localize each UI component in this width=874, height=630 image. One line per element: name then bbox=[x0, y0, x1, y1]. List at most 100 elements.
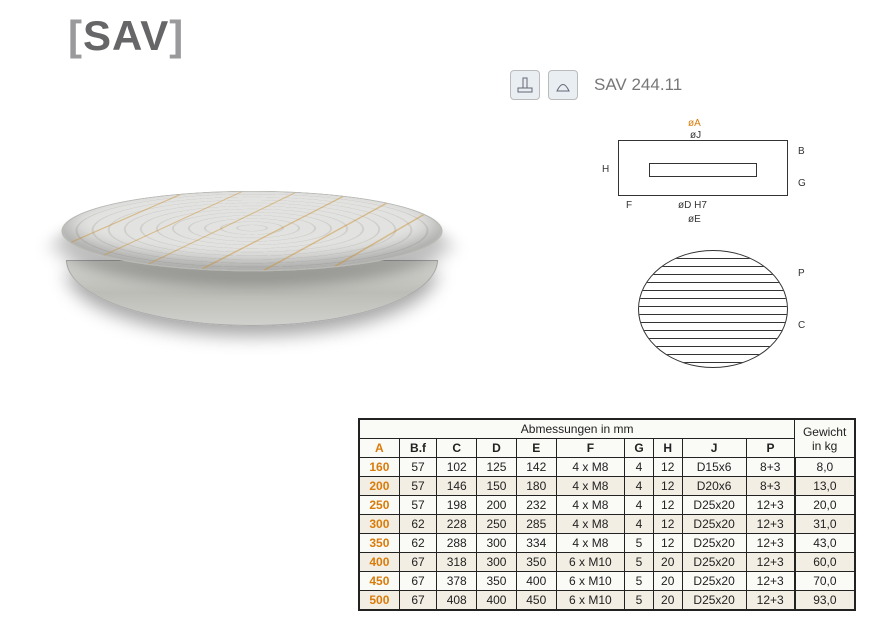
table-cell: 146 bbox=[437, 477, 477, 496]
table-cell: 400 bbox=[360, 553, 400, 572]
brand-text: SAV bbox=[83, 12, 169, 59]
table-cell: D20x6 bbox=[682, 477, 746, 496]
table-cell: 6 x M10 bbox=[556, 591, 625, 610]
table-cell: 180 bbox=[516, 477, 556, 496]
table-cell: 67 bbox=[399, 553, 437, 572]
table-cell: 4 x M8 bbox=[556, 534, 625, 553]
table-cell: 285 bbox=[516, 515, 556, 534]
table-cell: 12+3 bbox=[746, 591, 795, 610]
th-h: H bbox=[653, 439, 682, 458]
table-cell: D25x20 bbox=[682, 496, 746, 515]
bracket-close: ] bbox=[169, 12, 184, 59]
table-cell: 12+3 bbox=[746, 572, 795, 591]
table-cell: 125 bbox=[477, 458, 517, 477]
table-cell: D25x20 bbox=[682, 553, 746, 572]
table-cell: 4 bbox=[625, 515, 654, 534]
diagram-label-c: C bbox=[798, 320, 805, 331]
table-cell: 4 bbox=[625, 477, 654, 496]
table-cell: 300 bbox=[477, 553, 517, 572]
table-cell: 288 bbox=[437, 534, 477, 553]
diagram-label-h: H bbox=[602, 164, 609, 175]
th-g: G bbox=[625, 439, 654, 458]
table-cell: 12 bbox=[653, 515, 682, 534]
table-cell: 12 bbox=[653, 496, 682, 515]
table-cell: D25x20 bbox=[682, 534, 746, 553]
th-j: J bbox=[682, 439, 746, 458]
diagram-top-view bbox=[638, 250, 788, 368]
table-cell: 57 bbox=[399, 477, 437, 496]
diagram-label-od: øD H7 bbox=[678, 200, 707, 211]
spec-table: Abmessungen in mm Gewicht in kg AB.fCDEF… bbox=[359, 419, 855, 610]
table-cell: 6 x M10 bbox=[556, 553, 625, 572]
table-cell: 318 bbox=[437, 553, 477, 572]
table-cell: 400 bbox=[477, 591, 517, 610]
diagram-label-f: F bbox=[626, 200, 632, 211]
table-cell: 4 x M8 bbox=[556, 458, 625, 477]
table-cell: 20 bbox=[653, 553, 682, 572]
th-a: A bbox=[360, 439, 400, 458]
th-b.f: B.f bbox=[399, 439, 437, 458]
diagram-label-p: P bbox=[798, 268, 805, 279]
table-cell: 12+3 bbox=[746, 534, 795, 553]
table-cell: 12+3 bbox=[746, 496, 795, 515]
table-cell: 20 bbox=[653, 591, 682, 610]
table-cell: 20 bbox=[653, 572, 682, 591]
table-cell: 250 bbox=[360, 496, 400, 515]
table-cell: 4 x M8 bbox=[556, 477, 625, 496]
table-row: 450673783504006 x M10520D25x2012+370,0 bbox=[360, 572, 855, 591]
diagram-label-g: G bbox=[798, 178, 806, 189]
th-d: D bbox=[477, 439, 517, 458]
table-cell: 150 bbox=[477, 477, 517, 496]
diagram-section-view bbox=[618, 140, 788, 196]
table-row: 400673183003506 x M10520D25x2012+360,0 bbox=[360, 553, 855, 572]
table-cell: 8+3 bbox=[746, 477, 795, 496]
table-cell: 232 bbox=[516, 496, 556, 515]
table-cell: 20,0 bbox=[795, 496, 855, 515]
th-c: C bbox=[437, 439, 477, 458]
diagram-label-oe: øE bbox=[688, 214, 701, 225]
table-cell: 67 bbox=[399, 591, 437, 610]
table-cell: 67 bbox=[399, 572, 437, 591]
table-cell: 334 bbox=[516, 534, 556, 553]
table-cell: 4 bbox=[625, 458, 654, 477]
table-cell: 408 bbox=[437, 591, 477, 610]
table-cell: 350 bbox=[477, 572, 517, 591]
product-image bbox=[22, 108, 500, 393]
table-cell: 12 bbox=[653, 458, 682, 477]
table-cell: 57 bbox=[399, 458, 437, 477]
table-cell: 70,0 bbox=[795, 572, 855, 591]
diagram-label-b: B bbox=[798, 146, 805, 157]
table-cell: 102 bbox=[437, 458, 477, 477]
table-cell: 300 bbox=[477, 534, 517, 553]
table-cell: 62 bbox=[399, 515, 437, 534]
diagram-label-oa: øA bbox=[688, 118, 701, 129]
th-weight: Gewicht in kg bbox=[795, 420, 855, 458]
table-cell: 200 bbox=[360, 477, 400, 496]
technical-diagram: øA øJ B G F øD H7 øE H P C bbox=[598, 120, 830, 370]
table-cell: 62 bbox=[399, 534, 437, 553]
table-row: 250571982002324 x M8412D25x2012+320,0 bbox=[360, 496, 855, 515]
table-cell: 5 bbox=[625, 572, 654, 591]
product-code: SAV 244.11 bbox=[594, 75, 682, 95]
bracket-open: [ bbox=[68, 12, 83, 59]
table-cell: 93,0 bbox=[795, 591, 855, 610]
table-row: 200571461501804 x M8412D20x68+313,0 bbox=[360, 477, 855, 496]
table-cell: 200 bbox=[477, 496, 517, 515]
dimensions-table: Abmessungen in mm Gewicht in kg AB.fCDEF… bbox=[358, 418, 856, 611]
table-row: 350622883003344 x M8512D25x2012+343,0 bbox=[360, 534, 855, 553]
table-cell: 350 bbox=[360, 534, 400, 553]
table-cell: 400 bbox=[516, 572, 556, 591]
table-cell: 300 bbox=[360, 515, 400, 534]
table-cell: 350 bbox=[516, 553, 556, 572]
th-e: E bbox=[516, 439, 556, 458]
table-cell: 4 x M8 bbox=[556, 515, 625, 534]
table-cell: 31,0 bbox=[795, 515, 855, 534]
table-cell: D25x20 bbox=[682, 591, 746, 610]
table-cell: D25x20 bbox=[682, 572, 746, 591]
table-cell: 5 bbox=[625, 553, 654, 572]
table-cell: 4 bbox=[625, 496, 654, 515]
table-cell: 450 bbox=[360, 572, 400, 591]
table-cell: 160 bbox=[360, 458, 400, 477]
table-cell: 500 bbox=[360, 591, 400, 610]
table-cell: D15x6 bbox=[682, 458, 746, 477]
